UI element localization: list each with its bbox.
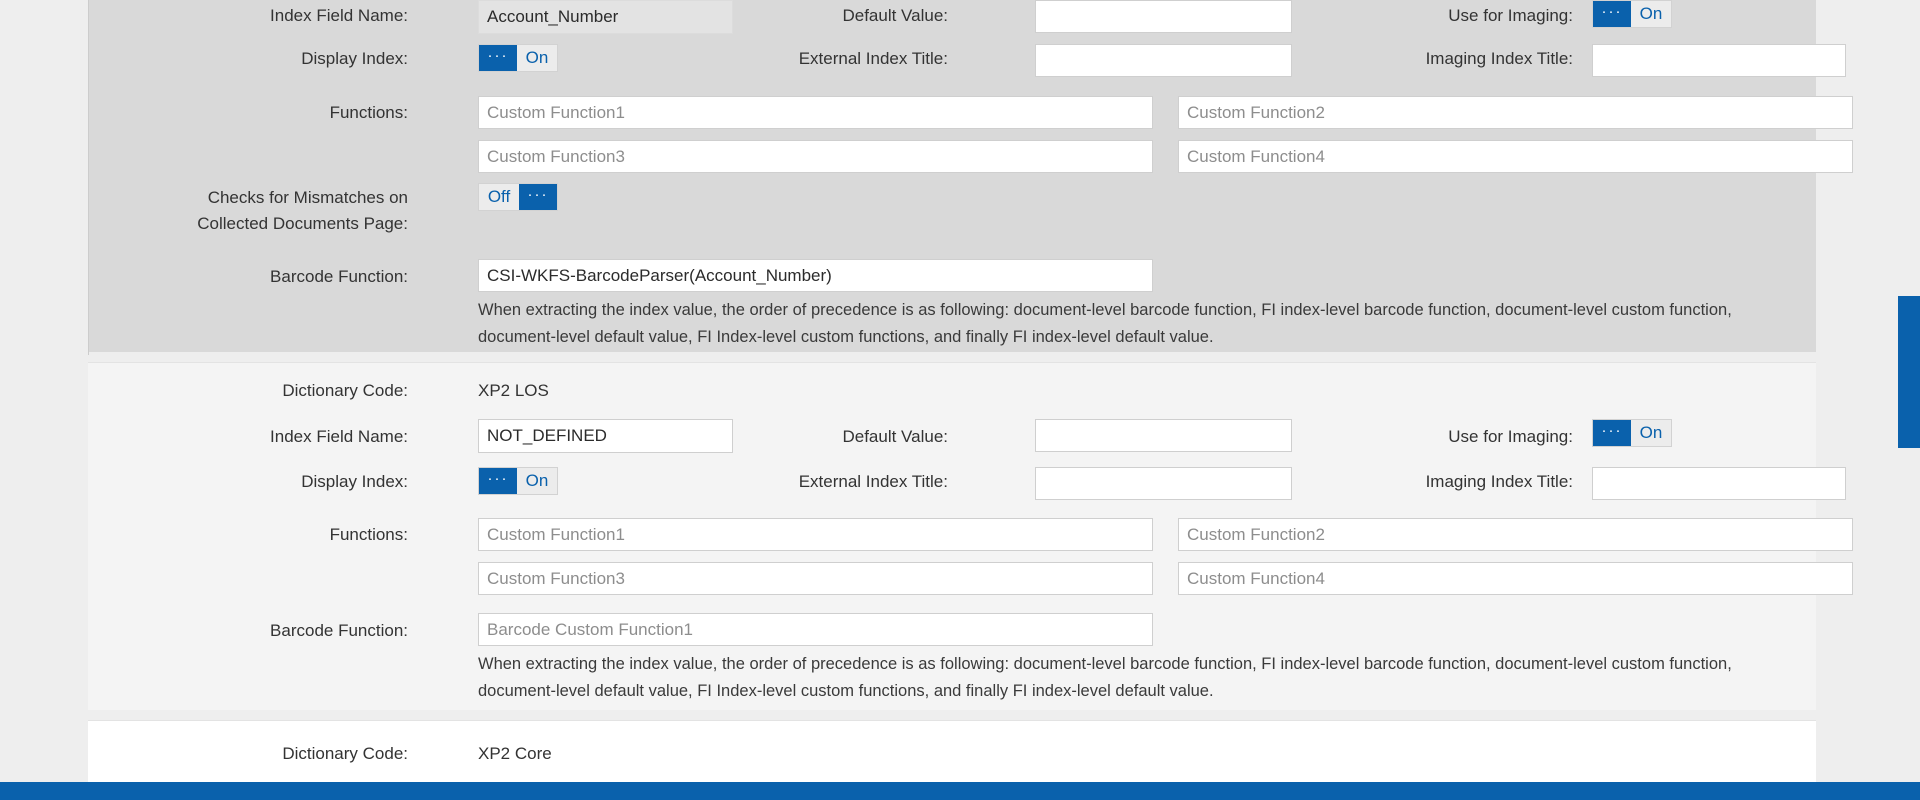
custom-function2-input-1[interactable] — [1178, 96, 1853, 129]
index-field-section-xp2-los: Dictionary Code: XP2 LOS Index Field Nam… — [88, 362, 1853, 710]
display-index-toggle-2[interactable]: ··· On — [478, 467, 558, 495]
barcode-help-line2: document-level default value, FI Index-l… — [478, 328, 1214, 346]
label-index-field-name: Index Field Name: — [270, 427, 408, 446]
index-field-name-input-2[interactable] — [478, 419, 733, 453]
toggle-state-label: Off — [487, 187, 511, 206]
panel-left-border — [88, 0, 89, 355]
label-index-field-name: Index Field Name: — [270, 6, 408, 25]
toggle-knob-icon: ··· — [479, 45, 517, 71]
external-index-title-input-2[interactable] — [1035, 467, 1292, 500]
label-external-index-title: External Index Title: — [798, 49, 948, 68]
toggle-state-label: On — [1639, 423, 1663, 442]
barcode-help-text-2: When extracting the index value, the ord… — [478, 651, 1878, 705]
imaging-index-title-input-2[interactable] — [1592, 467, 1846, 500]
external-index-title-input-1[interactable] — [1035, 44, 1292, 77]
label-imaging-index-title: Imaging Index Title: — [1425, 472, 1573, 491]
default-value-input-1[interactable] — [1035, 0, 1292, 33]
barcode-help-line2: document-level default value, FI Index-l… — [478, 682, 1214, 700]
barcode-function-input-1[interactable] — [478, 259, 1153, 292]
label-display-index: Display Index: — [301, 49, 408, 68]
toggle-state-label: On — [1639, 4, 1663, 23]
toggle-knob-icon: ··· — [1593, 1, 1631, 27]
display-index-toggle-1[interactable]: ··· On — [478, 44, 558, 72]
dictionary-code-value-3: XP2 Core — [478, 744, 552, 763]
section-divider-1 — [88, 352, 1816, 362]
toggle-state-label: On — [525, 471, 549, 490]
custom-function3-input-2[interactable] — [478, 562, 1153, 595]
label-display-index: Display Index: — [301, 472, 408, 491]
custom-function1-input-2[interactable] — [478, 518, 1153, 551]
toggle-knob-icon: ··· — [479, 468, 517, 494]
toggle-knob-icon: ··· — [1593, 420, 1631, 446]
toggle-state-label: On — [525, 48, 549, 67]
barcode-help-line1: When extracting the index value, the ord… — [478, 301, 1732, 319]
use-for-imaging-toggle-2[interactable]: ··· On — [1592, 419, 1672, 447]
section-divider-2 — [88, 710, 1816, 720]
dictionary-code-value-2: XP2 LOS — [478, 381, 549, 400]
label-functions: Functions: — [329, 103, 408, 122]
custom-function2-input-2[interactable] — [1178, 518, 1853, 551]
toggle-knob-icon: ··· — [519, 184, 557, 210]
barcode-help-line1: When extracting the index value, the ord… — [478, 655, 1732, 673]
label-default-value: Default Value: — [842, 427, 948, 446]
custom-function1-input-1[interactable] — [478, 96, 1153, 129]
label-functions: Functions: — [329, 525, 408, 544]
custom-function4-input-1[interactable] — [1178, 140, 1853, 173]
index-field-name-input-1[interactable] — [478, 0, 733, 34]
default-value-input-2[interactable] — [1035, 419, 1292, 452]
label-external-index-title: External Index Title: — [798, 472, 948, 491]
label-default-value: Default Value: — [842, 6, 948, 25]
imaging-index-title-input-1[interactable] — [1592, 44, 1846, 77]
label-barcode-function: Barcode Function: — [270, 267, 408, 286]
barcode-function-input-2[interactable] — [478, 613, 1153, 646]
label-barcode-function: Barcode Function: — [270, 621, 408, 640]
barcode-help-text-1: When extracting the index value, the ord… — [478, 297, 1878, 351]
index-field-section-account-number: Index Field Name: Default Value: Use for… — [88, 0, 1853, 352]
label-imaging-index-title: Imaging Index Title: — [1425, 49, 1573, 68]
custom-function4-input-2[interactable] — [1178, 562, 1853, 595]
checks-for-mismatches-toggle-1[interactable]: Off ··· — [478, 183, 558, 211]
custom-function3-input-1[interactable] — [478, 140, 1153, 173]
vertical-scrollbar-thumb[interactable] — [1898, 296, 1920, 448]
bottom-status-bar — [0, 782, 1920, 800]
label-use-for-imaging: Use for Imaging: — [1448, 6, 1573, 25]
label-checks-for-mismatches: Checks for Mismatches on Collected Docum… — [197, 188, 408, 233]
label-dictionary-code: Dictionary Code: — [282, 744, 408, 763]
label-dictionary-code: Dictionary Code: — [282, 381, 408, 400]
use-for-imaging-toggle-1[interactable]: ··· On — [1592, 0, 1672, 28]
label-use-for-imaging: Use for Imaging: — [1448, 427, 1573, 446]
